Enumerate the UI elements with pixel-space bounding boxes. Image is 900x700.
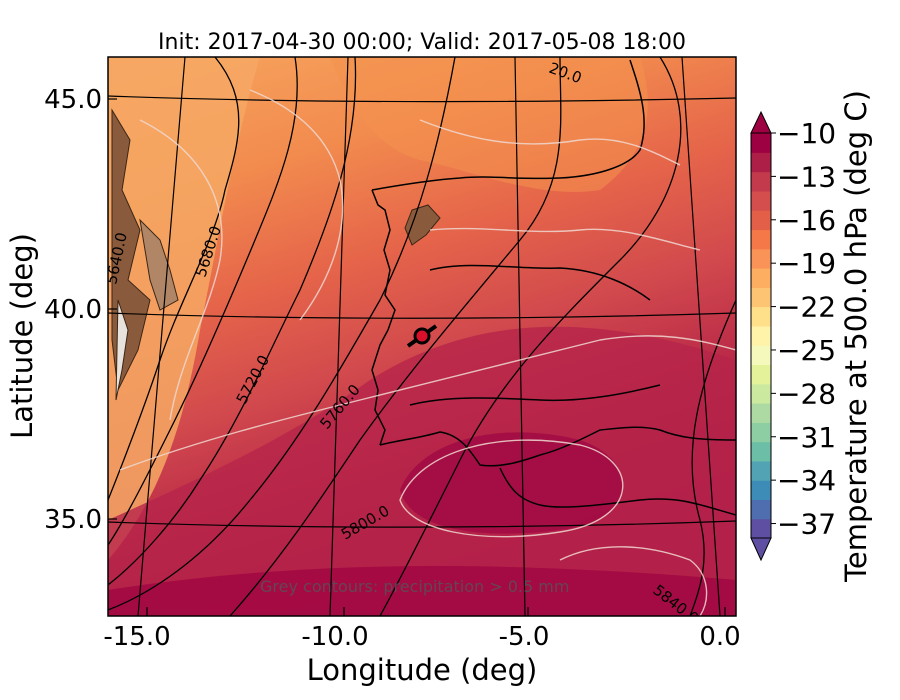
terrain-patch (115, 299, 129, 401)
colorbar-tick-label: −31 (777, 421, 836, 454)
y-axis: 45.0 40.0 35.0 Latitude (deg) (5, 85, 117, 535)
plot-frame (107, 56, 737, 617)
colorbar-segments (751, 133, 771, 539)
precipitation-contours (119, 89, 736, 616)
temperature-band (108, 566, 736, 616)
colorbar-segment (751, 152, 771, 173)
y-tick-label: 45.0 (44, 85, 102, 115)
colorbar-segment (751, 306, 771, 327)
colorbar-segment (751, 190, 771, 211)
colorbar-segment (751, 383, 771, 404)
colorbar-tick-label: −13 (777, 160, 836, 193)
precipitation-note: Grey contours: precipitation > 0.5 mm (260, 577, 569, 596)
coastlines (371, 59, 736, 516)
colorbar-tick-label: −19 (777, 247, 836, 280)
chart-title: Init: 2017-04-30 00:00; Valid: 2017-05-0… (158, 30, 686, 55)
colorbar-tick-label: −25 (777, 334, 836, 367)
colorbar-tick-label: −37 (777, 508, 836, 541)
colorbar-label: Temperature at 500.0 hPa (deg C) (839, 90, 873, 583)
colorbar-segment (751, 422, 771, 443)
x-tick-label: 0.0 (699, 622, 740, 652)
colorbar: −10 −13 −16 −19 −22 −25 −28 −31 −34 −37 Temperatu… (750, 90, 873, 583)
colorbar-segment (751, 133, 771, 153)
colorbar-ticks: −10 −13 −16 −19 −22 −25 −28 −31 −34 −37 (771, 117, 836, 541)
colorbar-segment (751, 499, 771, 520)
colorbar-segment (751, 171, 771, 192)
colorbar-segment (751, 345, 771, 366)
colorbar-segment (751, 460, 771, 481)
colorbar-segment (751, 403, 771, 423)
x-axis: -15.0 -10.0 -5.0 0.0 Longitude (deg) (103, 607, 741, 687)
map-plot-area: 20.0 5640.0 5680.0 5720.0 5760.0 5800.0 … (108, 57, 736, 616)
x-tick-label: -5.0 (499, 622, 550, 652)
colorbar-extend-bottom (750, 537, 772, 562)
colorbar-segment (751, 268, 771, 288)
colorbar-segment (751, 364, 771, 385)
location-marker (406, 324, 438, 348)
colorbar-frame (750, 132, 772, 539)
colorbar-segment (751, 480, 771, 501)
colorbar-segment (751, 518, 771, 539)
height-contours (108, 57, 736, 616)
temperature-band (400, 432, 623, 534)
y-tick-label: 40.0 (44, 295, 102, 325)
colorbar-tick-label: −28 (777, 377, 836, 410)
y-tick-label: 35.0 (44, 505, 102, 535)
terrain-patch (139, 218, 179, 311)
colorbar-segment (751, 287, 771, 308)
terrain-patch (404, 204, 441, 246)
colorbar-segment (751, 210, 771, 231)
x-axis-label: Longitude (deg) (307, 653, 538, 687)
temperature-band (108, 57, 260, 560)
colorbar-segment (751, 248, 771, 269)
graticule (108, 57, 736, 616)
colorbar-tick-label: −22 (777, 291, 836, 324)
colorbar-tick-label: −10 (777, 117, 836, 150)
colorbar-segment (751, 441, 771, 462)
colorbar-tick-label: −16 (777, 204, 836, 237)
temperature-band (330, 57, 648, 193)
colorbar-tick-label: −34 (777, 464, 836, 497)
colorbar-extend-top (750, 110, 772, 134)
colorbar-segment (751, 229, 771, 250)
colorbar-segment (751, 325, 771, 346)
x-tick-label: -15.0 (103, 622, 170, 652)
x-tick-label: -10.0 (301, 622, 368, 652)
y-axis-label: Latitude (deg) (5, 233, 39, 439)
